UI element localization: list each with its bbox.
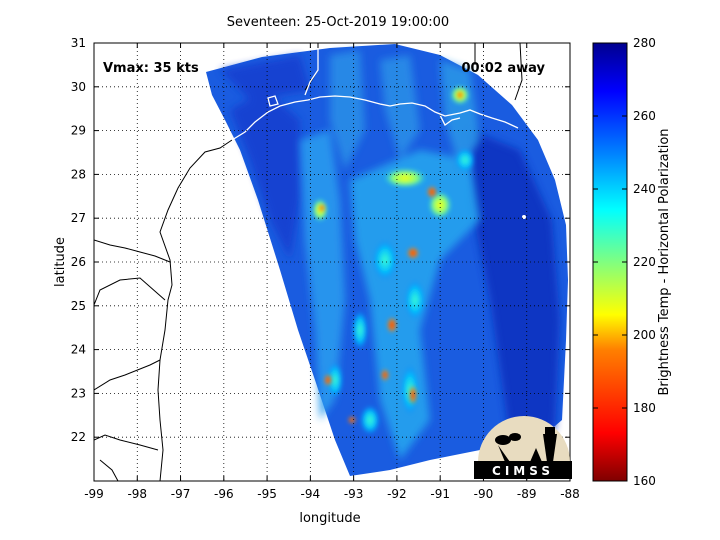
x-tick-label: -91 [430, 487, 450, 501]
intense-cell [387, 317, 397, 333]
texas-coast [157, 139, 233, 481]
convection-cell [327, 362, 343, 398]
cloud-band [440, 60, 480, 170]
intense-cell [324, 374, 332, 386]
intense-cell [348, 416, 356, 424]
intense-cell [319, 204, 325, 212]
intense-cell [409, 385, 417, 405]
x-tick-label: -98 [127, 487, 147, 501]
cloud-band [380, 55, 420, 160]
logo-text: CIMSS [492, 464, 554, 478]
intense-cell [381, 369, 389, 381]
convection-cell [428, 191, 452, 219]
cb-tick-label: 220 [633, 255, 656, 269]
inland-border [94, 277, 166, 306]
y-axis-ticks: 22 23 24 25 26 27 28 29 30 31 [71, 36, 570, 444]
y-tick-label: 27 [71, 211, 86, 225]
vmax-label: Vmax: 35 kts [103, 61, 199, 76]
y-tick-label: 31 [71, 36, 86, 50]
cb-tick-label: 160 [633, 474, 656, 488]
convection-cell [455, 148, 475, 172]
intense-cell [427, 186, 437, 198]
x-tick-label: -88 [560, 487, 580, 501]
swath-layer [206, 44, 568, 476]
chart-title: Seventeen: 25-Oct-2019 19:00:00 [227, 15, 449, 30]
cimss-logo: CIMSS [474, 416, 572, 479]
cb-tick-label: 280 [633, 36, 656, 50]
coastline-on-swath [231, 48, 519, 141]
x-tick-label: -92 [387, 487, 407, 501]
y-tick-label: 22 [71, 430, 86, 444]
cloud-band [330, 50, 365, 170]
cb-tick-label: 180 [633, 401, 656, 415]
intense-cell [407, 247, 419, 259]
convection-cell [360, 405, 380, 435]
x-tick-label: -90 [474, 487, 494, 501]
colorbar [592, 42, 628, 482]
mexico-border [94, 239, 171, 263]
y-axis-label: latitude [53, 237, 68, 287]
convection-cell [352, 310, 368, 350]
cb-tick-label: 200 [633, 328, 656, 342]
swath-dark-band [220, 55, 310, 100]
inland-border [94, 434, 159, 451]
cloud-band [300, 130, 345, 420]
gulf-coast [231, 95, 519, 141]
x-tick-label: -89 [517, 487, 537, 501]
y-tick-label: 30 [71, 80, 86, 94]
x-tick-label: -94 [301, 487, 321, 501]
inland-border [99, 459, 119, 481]
intense-cell [457, 91, 463, 99]
convection-cell [383, 168, 427, 188]
convection-cell [405, 280, 425, 320]
alabama-border [514, 43, 523, 101]
cb-tick-label: 260 [633, 109, 656, 123]
x-tick-label: -97 [171, 487, 191, 501]
inland-border [94, 359, 161, 391]
cb-tick-label: 240 [633, 182, 656, 196]
louisiana-border-swath [304, 48, 319, 96]
colorbar-label: Brightness Temp - Horizontal Polarizatio… [657, 128, 672, 395]
logo-banner [474, 461, 572, 479]
convection-cell [373, 240, 397, 280]
y-tick-label: 25 [71, 299, 86, 313]
swath-dark-band [470, 130, 560, 440]
x-axis-label: longitude [299, 511, 360, 526]
x-tick-label: -99 [84, 487, 104, 501]
x-axis-ticks: -99 -98 -97 -96 -95 -94 -93 -92 -91 -90 -89 -88 [84, 43, 580, 501]
x-tick-label: -96 [214, 487, 234, 501]
y-tick-label: 26 [71, 255, 86, 269]
delta [439, 114, 461, 126]
x-tick-label: -93 [344, 487, 364, 501]
y-tick-label: 28 [71, 167, 86, 181]
colorbar-ticks: 160 180 200 220 240 260 280 [593, 36, 656, 488]
time-away-label: 00:02 away [461, 61, 545, 76]
x-tick-label: -95 [257, 487, 277, 501]
swath-dark-band [230, 90, 300, 260]
y-tick-label: 23 [71, 386, 86, 400]
y-tick-label: 24 [71, 343, 86, 357]
y-tick-label: 29 [71, 124, 86, 138]
lake-outline [267, 95, 279, 107]
